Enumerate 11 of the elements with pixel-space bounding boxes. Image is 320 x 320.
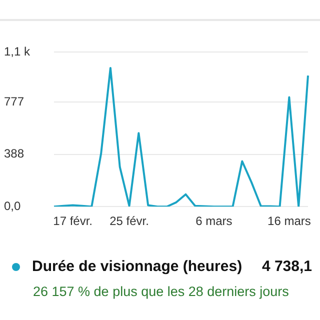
y-tick-label: 777 — [4, 94, 24, 108]
y-tick-label: 1,1 k — [4, 44, 32, 58]
x-tick-label: 25 févr. — [110, 214, 149, 228]
legend-label: Durée de visionnage (heures) — [32, 258, 242, 275]
text: 26 157 % de plus que les 28 derniers jours — [33, 284, 289, 299]
y-tick-label: 388 — [4, 146, 24, 161]
x-tick-label: 6 mars — [196, 214, 232, 228]
x-tick-label: 16 mars — [268, 214, 311, 228]
x-tick-label: 17 févr. — [53, 214, 93, 228]
y-tick-label: 0,0 — [4, 198, 22, 213]
text: 4 738,1 — [262, 258, 312, 275]
